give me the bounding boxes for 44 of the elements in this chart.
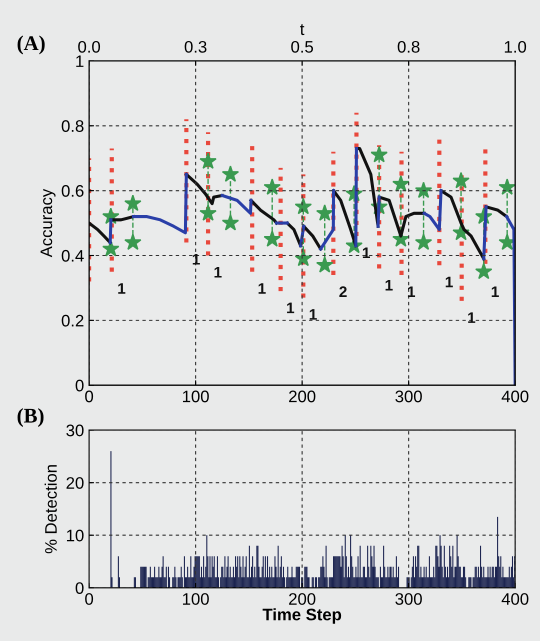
x2-axis-title: t [300, 24, 304, 36]
annotation: 2 [339, 286, 347, 297]
annotation: 1 [118, 283, 126, 294]
annotation: 1 [408, 286, 416, 297]
x-tick-label: 0 [85, 390, 94, 402]
x2-tick-label: 1.0 [504, 40, 526, 53]
y-tick-label: 10 [66, 530, 84, 542]
y-tick-label: 0 [76, 582, 84, 594]
annotation: 1 [468, 312, 476, 323]
annotation: 1 [362, 248, 370, 258]
annotation: 1 [192, 254, 200, 265]
chart-title: (B) [18, 408, 44, 427]
annotation: 1 [386, 280, 393, 290]
annotation: 1 [492, 286, 499, 297]
x-tick-label: 300 [395, 390, 422, 402]
y-axis-title: % Detection [44, 465, 57, 554]
y-tick-label: 0.2 [62, 314, 84, 327]
x2-tick-label: 0.5 [291, 40, 314, 53]
x-axis-title: Time Step [262, 608, 342, 624]
x-tick-label: 100 [182, 593, 209, 605]
y-tick-label: 30 [66, 424, 84, 436]
y-tick-label: 1 [76, 55, 84, 67]
x2-tick-label: 0.0 [78, 40, 100, 53]
x2-tick-label: 0.8 [398, 40, 420, 53]
x-tick-label: 0 [85, 593, 94, 605]
x-tick-label: 200 [289, 390, 316, 402]
x-tick-label: 100 [182, 390, 209, 402]
x-tick-label: 400 [502, 390, 528, 402]
y-tick-label: 0.8 [62, 120, 84, 132]
annotation: 1 [446, 276, 453, 288]
y-tick-label: 0.4 [62, 250, 84, 262]
annotation: 1 [214, 267, 222, 278]
x-tick-label: 400 [502, 593, 528, 605]
x-tick-label: 200 [289, 593, 316, 605]
x-tick-label: 300 [395, 593, 422, 605]
annotation: 1 [258, 283, 266, 294]
annotation: 1 [287, 302, 294, 314]
y-tick-label: 0.6 [62, 185, 84, 197]
y-axis-title: Accuracy [40, 188, 56, 258]
chart-title: (A) [18, 36, 45, 54]
annotation: 1 [310, 309, 317, 320]
x2-tick-label: 0.3 [184, 40, 206, 53]
y-tick-label: 20 [66, 477, 84, 489]
y-tick-label: 0 [76, 380, 84, 392]
